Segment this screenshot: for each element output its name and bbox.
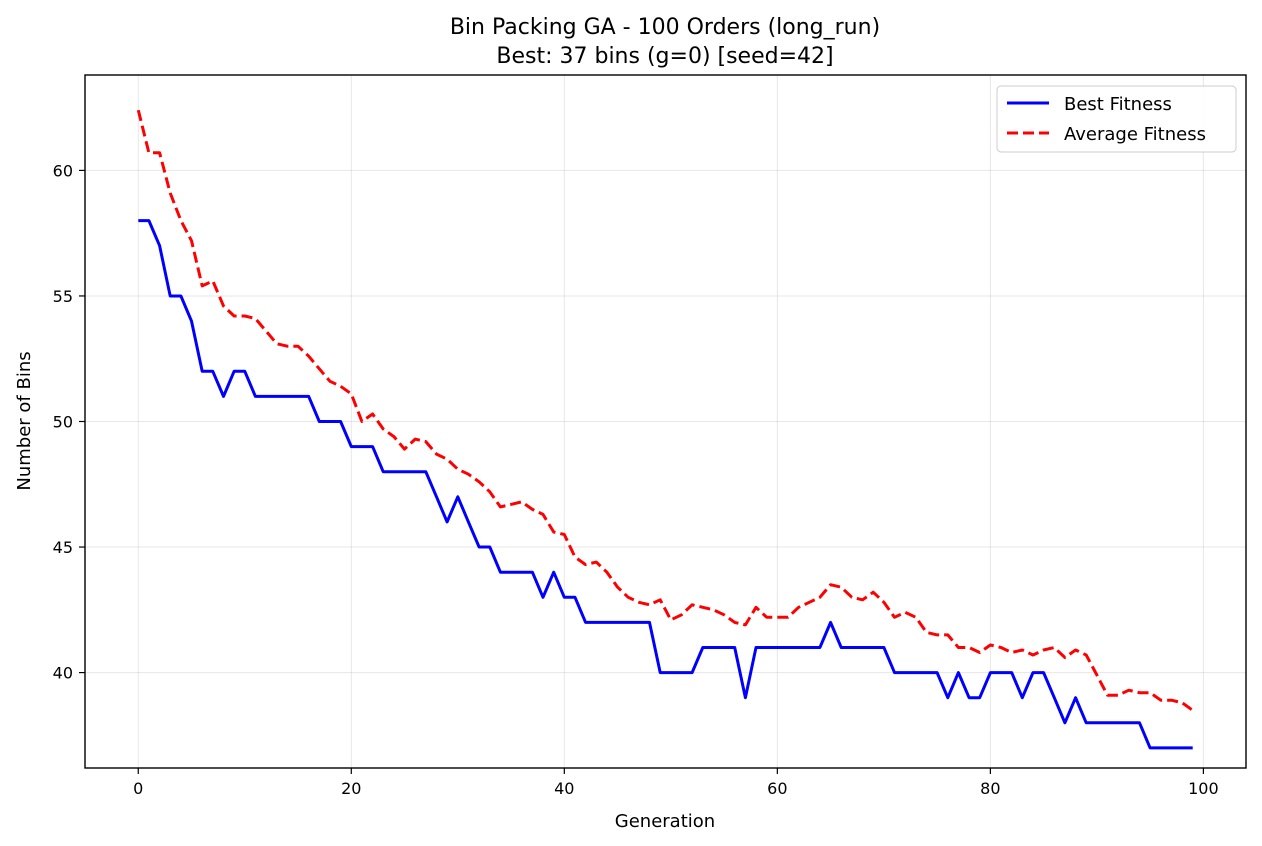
legend: Best Fitness Average Fitness bbox=[996, 85, 1237, 153]
y-tick-label: 45 bbox=[53, 538, 73, 557]
legend-label-average-fitness: Average Fitness bbox=[1064, 124, 1206, 145]
grid bbox=[85, 75, 1246, 768]
y-tick-label: 50 bbox=[53, 413, 73, 432]
y-tick-label: 60 bbox=[53, 161, 73, 180]
chart-subtitle: Best: 37 bins (g=0) [seed=42] bbox=[496, 44, 833, 69]
x-tick-label: 60 bbox=[767, 779, 787, 798]
legend-label-best-fitness: Best Fitness bbox=[1064, 94, 1172, 115]
ticks: 0 20 40 60 80 100 40 45 50 55 60 bbox=[53, 161, 1219, 798]
x-axis-label: Generation bbox=[615, 811, 715, 832]
series-line-average-fitness bbox=[136, 109, 1194, 712]
x-tick-label: 0 bbox=[133, 779, 143, 798]
x-tick-label: 40 bbox=[554, 779, 574, 798]
x-tick-label: 20 bbox=[341, 779, 361, 798]
x-tick-label: 80 bbox=[980, 779, 1000, 798]
y-tick-label: 40 bbox=[53, 664, 73, 683]
series-line-best-fitness bbox=[138, 219, 1193, 750]
x-tick-label: 100 bbox=[1188, 779, 1219, 798]
chart-title: Bin Packing GA - 100 Orders (long_run) bbox=[450, 15, 880, 40]
legend-box bbox=[996, 85, 1237, 153]
y-axis-label: Number of Bins bbox=[14, 351, 35, 490]
y-tick-label: 55 bbox=[53, 287, 73, 306]
series-layer bbox=[136, 109, 1194, 750]
